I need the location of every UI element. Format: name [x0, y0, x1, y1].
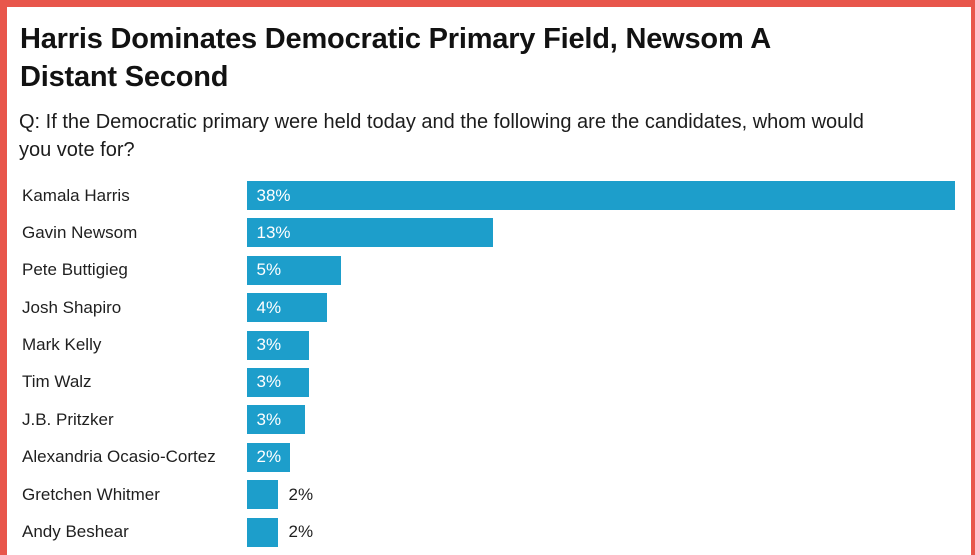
bar: [246, 480, 278, 510]
page-title: Harris Dominates Democratic Primary Fiel…: [20, 20, 971, 96]
bar-track: 4%: [246, 293, 972, 323]
bar-row: Gavin Newsom 13%: [7, 218, 972, 248]
survey-question: Q: If the Democratic primary were held t…: [19, 108, 971, 164]
bar-track: 3%: [246, 405, 972, 435]
bar-row: Alexandria Ocasio-Cortez 2%: [7, 442, 972, 472]
value-label: 13%: [256, 222, 291, 242]
bar-chart: Kamala Harris 38% Gavin Newsom 13% Pete Butt…: [7, 181, 971, 555]
bar-row: Mark Kelly 3%: [7, 330, 972, 360]
bar-row: J.B. Pritzker 3%: [7, 405, 972, 435]
bar: 3%: [246, 367, 309, 397]
candidate-label: Kamala Harris: [22, 185, 130, 205]
candidate-label: Gavin Newsom: [22, 222, 138, 242]
bar-track: 3%: [246, 330, 972, 360]
bar-row: Josh Shapiro 4%: [7, 293, 972, 323]
candidate-label: Mark Kelly: [22, 335, 102, 355]
bar-track: 2%: [246, 442, 972, 472]
bar-track: 5%: [246, 255, 972, 285]
candidate-label: J.B. Pritzker: [22, 409, 114, 429]
value-label: 2%: [288, 522, 314, 542]
bar-track: 13%: [246, 218, 972, 248]
candidate-label: Tim Walz: [22, 372, 92, 392]
bar-row: Gretchen Whitmer 2%: [7, 480, 972, 510]
bar-track: 2%: [246, 480, 972, 510]
value-label: 38%: [256, 185, 291, 205]
candidate-label: Gretchen Whitmer: [22, 484, 160, 504]
candidate-label: Alexandria Ocasio-Cortez: [22, 447, 216, 467]
bar: 5%: [246, 255, 341, 285]
bar: 3%: [246, 330, 309, 360]
bar: 2%: [246, 442, 290, 472]
bar: [246, 517, 278, 547]
bar-row: Pete Buttigieg 5%: [7, 255, 972, 285]
value-label: 3%: [256, 372, 282, 392]
bar-row: Tim Walz 3%: [7, 367, 972, 397]
question-line-2: you vote for?: [19, 139, 135, 161]
bar-track: 2%: [246, 517, 972, 547]
bar: 4%: [246, 293, 327, 323]
value-label: 2%: [256, 447, 282, 467]
bar-row: Kamala Harris 38%: [7, 181, 971, 210]
value-label: 3%: [256, 409, 282, 429]
candidate-label: Pete Buttigieg: [22, 260, 128, 280]
bar-track: 38%: [246, 181, 972, 210]
bar: 3%: [246, 405, 305, 435]
value-label: 5%: [256, 260, 282, 280]
bar: 38%: [246, 181, 955, 210]
value-label: 4%: [256, 297, 282, 317]
title-line-1: Harris Dominates Democratic Primary Fiel…: [20, 23, 772, 55]
value-label: 3%: [256, 335, 282, 355]
bar-track: 3%: [246, 367, 972, 397]
value-label: 2%: [288, 484, 314, 504]
candidate-label: Josh Shapiro: [22, 297, 122, 317]
title-line-2: Distant Second: [20, 61, 229, 93]
question-line-1: Q: If the Democratic primary were held t…: [19, 111, 864, 133]
bar: 13%: [246, 218, 493, 248]
bar-row: Andy Beshear 2%: [7, 517, 972, 547]
candidate-label: Andy Beshear: [22, 522, 129, 542]
